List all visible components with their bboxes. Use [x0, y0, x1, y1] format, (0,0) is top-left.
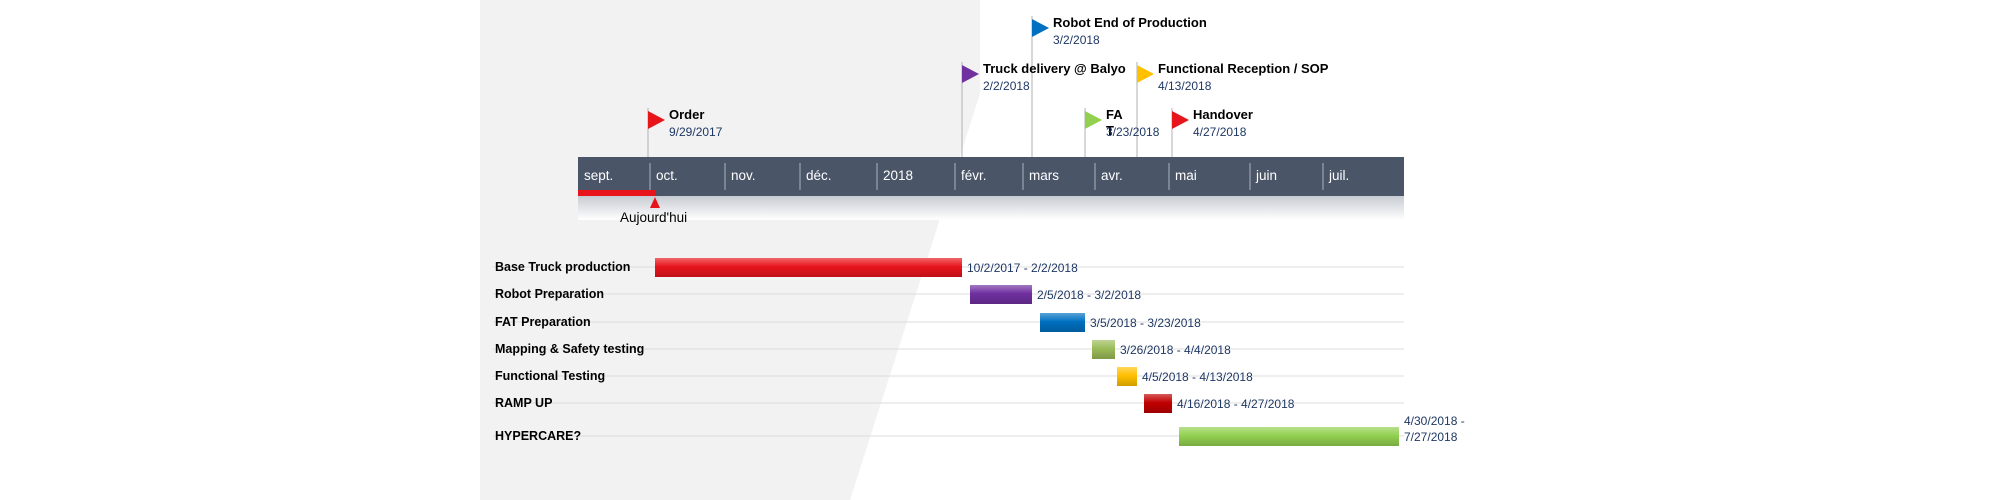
task-bar	[1179, 427, 1399, 446]
today-marker	[650, 197, 660, 208]
task-bar	[1092, 340, 1115, 359]
milestone-flag-icon	[1085, 111, 1102, 129]
milestone-title: Order	[669, 107, 705, 122]
task-label: HYPERCARE?	[495, 429, 582, 443]
month-label: mai	[1175, 168, 1197, 183]
task-label: Mapping & Safety testing	[495, 342, 645, 356]
task-dates: 4/5/2018 - 4/13/2018	[1142, 370, 1253, 384]
month-label: oct.	[656, 168, 678, 183]
timeline-band	[578, 157, 1404, 196]
milestone-title: FA T	[1106, 107, 1123, 138]
today-label: Aujourd'hui	[620, 210, 688, 225]
task-label: Base Truck production	[495, 260, 631, 274]
month-label: déc.	[806, 168, 832, 183]
month-label: juil.	[1329, 168, 1350, 183]
task-bar	[1144, 394, 1172, 413]
milestone-title: Handover	[1193, 107, 1253, 122]
month-label: févr.	[961, 168, 987, 183]
task-bar	[1117, 367, 1137, 386]
task-label: FAT Preparation	[495, 315, 591, 329]
task-dates: 3/5/2018 - 3/23/2018	[1090, 316, 1201, 330]
month-label: 2018	[883, 168, 914, 183]
task-label: RAMP UP	[495, 396, 553, 410]
today-progress-bar	[578, 190, 655, 196]
task-dates: 2/5/2018 - 3/2/2018	[1037, 288, 1142, 302]
milestone-title: Robot End of Production	[1053, 15, 1207, 30]
task-dates: 4/16/2018 - 4/27/2018	[1177, 397, 1295, 411]
milestone-date: 9/29/2017	[669, 125, 723, 139]
task-dates: 3/26/2018 - 4/4/2018	[1120, 343, 1231, 357]
month-label: juin	[1256, 168, 1278, 183]
milestone-title: Truck delivery @ Balyo	[983, 61, 1126, 76]
milestone-flag-icon	[648, 111, 665, 129]
task-dates: 10/2/2017 - 2/2/2018	[967, 261, 1078, 275]
background-diagonal	[850, 0, 1110, 500]
task-bar	[655, 258, 962, 277]
milestone-date: 3/2/2018	[1053, 33, 1100, 47]
month-label: sept.	[584, 168, 614, 183]
task-bar	[1040, 313, 1085, 332]
task-bar	[970, 285, 1032, 304]
month-label: mars	[1029, 168, 1059, 183]
task-label: Robot Preparation	[495, 287, 605, 301]
milestone-flag-icon	[1032, 19, 1049, 37]
milestone-date: 4/27/2018	[1193, 125, 1247, 139]
month-label: nov.	[731, 168, 756, 183]
month-label: avr.	[1101, 168, 1123, 183]
milestone-date: 3/23/2018	[1106, 125, 1160, 139]
task-dates: 4/30/2018 - 7/27/2018	[1404, 414, 1465, 444]
milestone-flag-icon	[1172, 111, 1189, 129]
milestone-date: 2/2/2018	[983, 79, 1030, 93]
milestone-title: Functional Reception / SOP	[1158, 61, 1329, 76]
task-label: Functional Testing	[495, 369, 606, 383]
timeline-band-shadow	[578, 196, 1404, 220]
milestone-date: 4/13/2018	[1158, 79, 1212, 93]
milestone-flag-icon	[962, 65, 979, 83]
milestone-flag-icon	[1137, 65, 1154, 83]
